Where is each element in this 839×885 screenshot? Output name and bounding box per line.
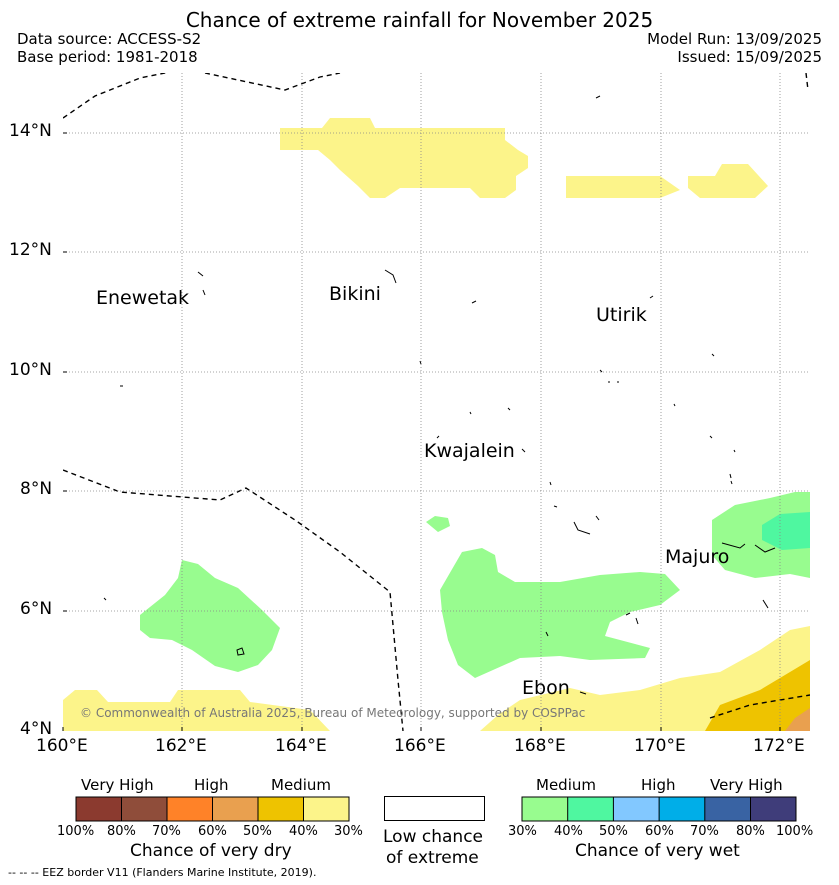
place-label-ebon: Ebon xyxy=(522,677,570,699)
legend-wet-tick: 80% xyxy=(736,824,765,839)
lat-label: 14°N xyxy=(9,121,52,141)
lon-label: 162°E xyxy=(155,736,207,756)
map-title: Chance of extreme rainfall for November … xyxy=(185,8,654,32)
lon-label: 170°E xyxy=(634,736,686,756)
legend-dry-caption: Chance of very dry xyxy=(130,841,292,861)
legend-dry-colorbar xyxy=(75,796,350,822)
legend-wet-swatch xyxy=(613,797,660,821)
legend-dry-tick: 100% xyxy=(57,824,95,839)
legend-wet-swatch xyxy=(750,797,796,821)
legend-dry-tick: 30% xyxy=(334,824,363,839)
legend-neutral-caption-line1: Low chance xyxy=(383,827,483,847)
lat-label: 4°N xyxy=(20,719,53,739)
legend-wet-level-medium: Medium xyxy=(536,776,596,794)
dry-medium-region-northeast xyxy=(566,176,680,198)
legend-wet-tick: 40% xyxy=(554,824,583,839)
dry-medium-low-region xyxy=(705,660,810,731)
legend-dry-level-very-high: Very High xyxy=(81,776,154,794)
legend-wet-swatch xyxy=(659,797,705,821)
lat-label: 12°N xyxy=(9,240,52,260)
place-label-bikini: Bikini xyxy=(329,283,381,305)
legend-dry-tick: 70% xyxy=(152,824,181,839)
place-label-kwajalein: Kwajalein xyxy=(424,440,515,462)
lon-label: 168°E xyxy=(514,736,566,756)
tick-marks xyxy=(62,132,781,731)
base-period: Base period: 1981-2018 xyxy=(17,48,198,66)
eez-footnote: -- -- -- EEZ border V11 (Flanders Marine… xyxy=(8,866,317,879)
legend-neutral-swatch xyxy=(384,796,485,821)
place-label-utirik: Utirik xyxy=(596,304,647,326)
lon-label: 160°E xyxy=(36,736,88,756)
copyright-notice: © Commonwealth of Australia 2025, Bureau… xyxy=(80,706,586,720)
legend-dry-swatch xyxy=(212,797,258,821)
legend-dry-swatch xyxy=(258,797,304,821)
wet-medium-region-west xyxy=(140,560,280,672)
wet-medium-region-central xyxy=(440,548,680,678)
legend-wet-colorbar xyxy=(521,796,797,822)
legend-wet-swatch xyxy=(522,797,568,821)
legend-dry-tick: 50% xyxy=(243,824,272,839)
legend-dry-tick: 80% xyxy=(107,824,136,839)
legend-wet-level-very-high: Very High xyxy=(710,776,783,794)
island-outlines xyxy=(103,95,776,695)
lat-label: 8°N xyxy=(20,479,53,499)
wet-medium-region-islet xyxy=(426,516,450,532)
eez-border-lines xyxy=(63,73,810,731)
legend-wet-tick: 70% xyxy=(690,824,719,839)
legend-wet-tick: 60% xyxy=(645,824,674,839)
legend-dry-tick: 40% xyxy=(289,824,318,839)
data-source: Data source: ACCESS-S2 xyxy=(17,30,202,48)
place-label-majuro: Majuro xyxy=(665,546,730,568)
legend-dry-tick: 60% xyxy=(198,824,227,839)
legend-dry-swatch xyxy=(167,797,213,821)
legend-wet-caption: Chance of very wet xyxy=(575,841,740,861)
place-label-enewetak: Enewetak xyxy=(96,287,190,309)
dry-medium-region-north xyxy=(280,118,528,198)
legend-neutral-caption-line2: of extreme xyxy=(386,848,479,868)
dry-high-region xyxy=(785,708,810,731)
legend-dry-level-high: High xyxy=(194,776,229,794)
dry-medium-region-southwest xyxy=(63,690,330,731)
legend-dry-swatch xyxy=(303,797,349,821)
dry-medium-region-northeast2 xyxy=(688,164,768,198)
lon-label: 166°E xyxy=(394,736,446,756)
lat-label: 6°N xyxy=(20,599,53,619)
wet-medium-region-east xyxy=(712,492,810,578)
model-run: Model Run: 13/09/2025 xyxy=(647,30,822,48)
legend-wet-level-high: High xyxy=(641,776,676,794)
wet-medium-high-region-east xyxy=(762,512,810,550)
lon-label: 164°E xyxy=(275,736,327,756)
legend-dry-swatch xyxy=(76,797,122,821)
legend-dry-swatch xyxy=(121,797,167,821)
lon-label: 172°E xyxy=(753,736,805,756)
legend-wet-tick: 30% xyxy=(508,824,537,839)
legend-wet-tick: 50% xyxy=(599,824,628,839)
issued-date: Issued: 15/09/2025 xyxy=(677,48,822,66)
legend-wet-swatch xyxy=(567,797,614,821)
legend-wet-swatch xyxy=(704,797,751,821)
legend-wet-tick: 100% xyxy=(776,824,814,839)
lat-label: 10°N xyxy=(9,360,52,380)
legend-dry-level-medium: Medium xyxy=(271,776,331,794)
